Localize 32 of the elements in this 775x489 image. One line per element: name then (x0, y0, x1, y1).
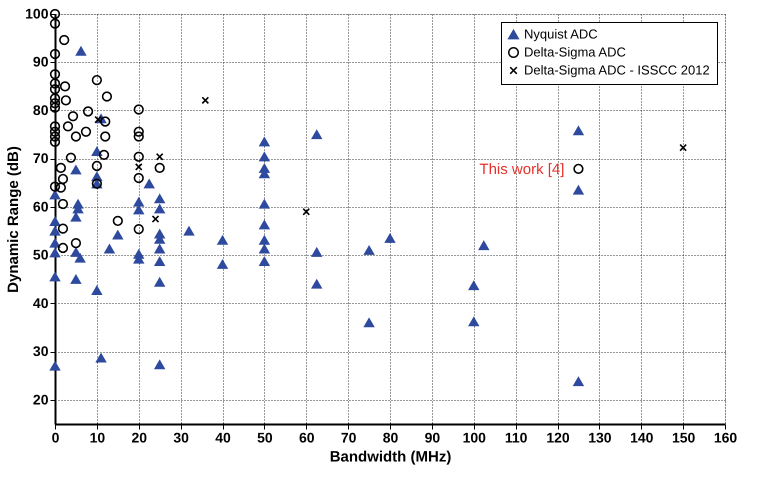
x-tick-label: 100 (462, 430, 486, 446)
y-tick-label: 80 (32, 102, 49, 118)
y-tick-label: 20 (32, 391, 49, 408)
x-axis-title: Bandwidth (MHz) (330, 448, 452, 466)
x-tick-label: 0 (52, 430, 60, 446)
x-tick-label: 140 (630, 430, 654, 446)
x-tick-label: 10 (90, 430, 106, 446)
y-tick-label: 50 (32, 246, 49, 263)
x-tick-label: 160 (714, 430, 738, 446)
legend-label: Delta-Sigma ADC (524, 44, 626, 60)
y-tick-label: 30 (32, 343, 49, 360)
legend-label: Nyquist ADC (524, 26, 598, 42)
x-tick-label: 40 (215, 430, 231, 446)
x-tick-label: 50 (257, 430, 273, 446)
x-tick-label: 60 (298, 430, 315, 446)
annotation: This work [4] (479, 160, 564, 178)
y-tick-label: 40 (32, 294, 49, 311)
x-tick-label: 30 (173, 430, 190, 446)
x-tick-label: 130 (588, 430, 612, 446)
y-tick-label: 100 (25, 6, 49, 22)
y-axis-title: Dynamic Range (dB) (5, 146, 22, 293)
x-tick-label: 80 (382, 430, 398, 446)
x-tick-label: 70 (340, 430, 357, 446)
x-tick-label: 120 (546, 430, 570, 446)
legend-label: Delta-Sigma ADC - ISSCC 2012 (524, 62, 710, 78)
y-tick-label: 90 (32, 54, 49, 70)
x-tick-label: 110 (504, 430, 528, 446)
x-tick-label: 90 (424, 430, 440, 446)
x-tick-label: 20 (131, 430, 148, 446)
x-tick-label: 150 (672, 430, 696, 446)
y-tick-label: 70 (32, 150, 49, 166)
y-tick-label: 60 (32, 198, 49, 214)
